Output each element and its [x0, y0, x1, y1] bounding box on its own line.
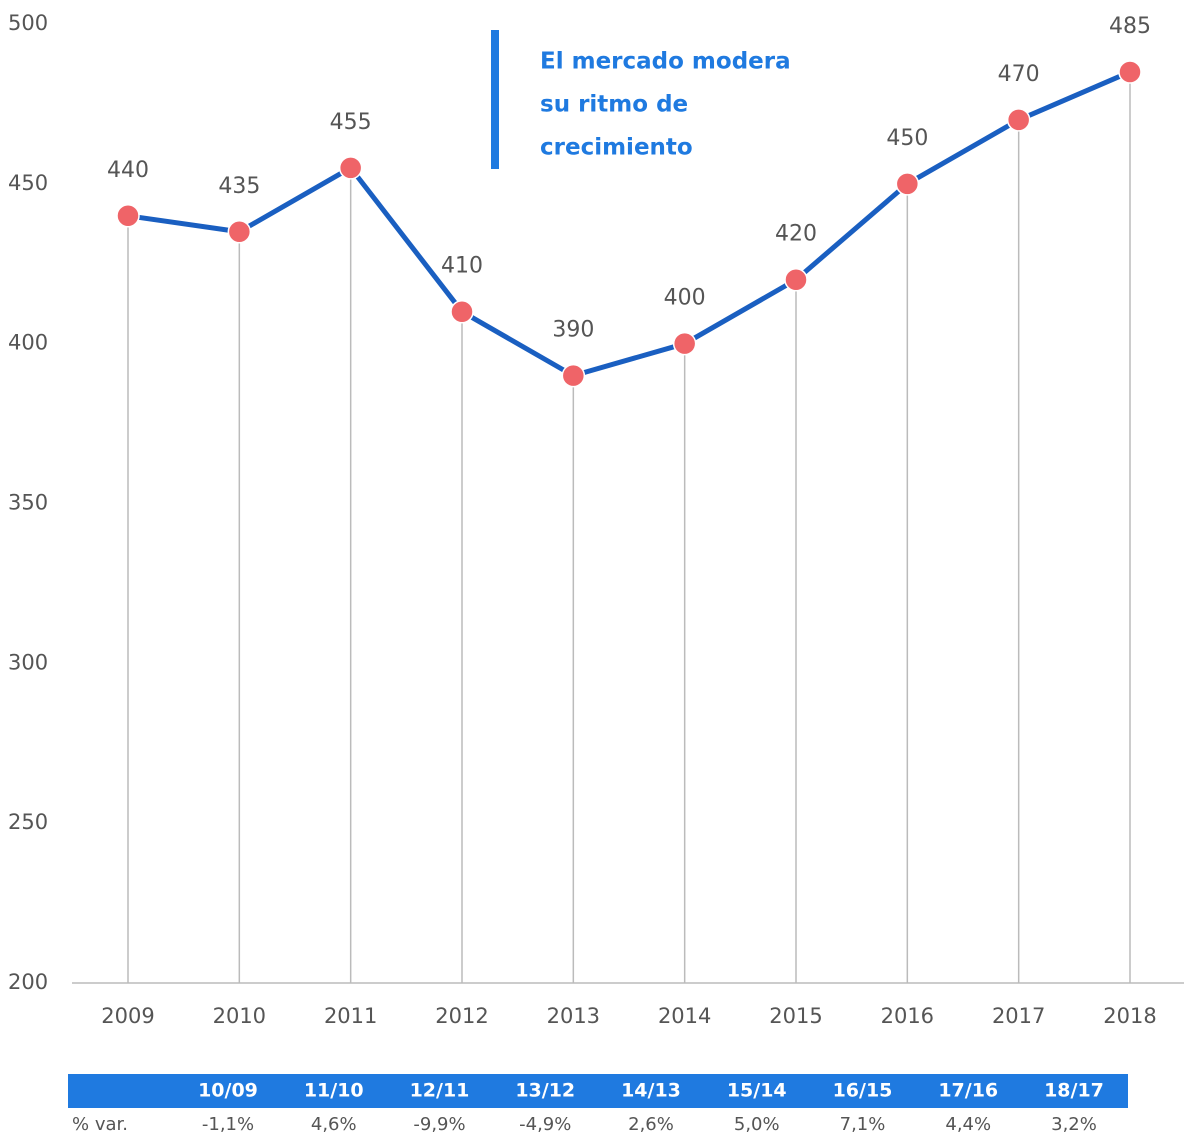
annotation: crecimiento — [540, 135, 693, 161]
y-tick-label: 300 — [8, 650, 48, 674]
marker — [227, 220, 252, 244]
table-cell: 2,6% — [628, 1114, 674, 1135]
table-header: 16/15 — [833, 1080, 893, 1102]
annotation: El mercado modera — [540, 49, 791, 75]
table-cell: -9,9% — [413, 1114, 465, 1135]
x-tick-label: 2015 — [769, 1004, 822, 1028]
table-header: 11/10 — [304, 1080, 364, 1102]
table-header-bar — [68, 1074, 1128, 1108]
x-tick-label: 2012 — [435, 1004, 488, 1028]
x-tick-label: 2018 — [1103, 1004, 1156, 1028]
marker — [672, 331, 697, 356]
table-header: 13/12 — [515, 1080, 575, 1102]
data-label: 470 — [998, 62, 1040, 87]
data-label: 390 — [552, 318, 594, 343]
line — [127, 69, 1131, 379]
x-tick-label: 2010 — [213, 1004, 266, 1028]
marker — [895, 172, 920, 196]
x-tick-label: 2011 — [324, 1004, 377, 1028]
data-label: 400 — [664, 286, 706, 311]
marker — [1006, 108, 1031, 132]
table-cell: 4,4% — [945, 1114, 991, 1135]
table-row-label: % var. — [72, 1114, 128, 1135]
marker — [450, 299, 474, 324]
data-label: 485 — [1109, 14, 1151, 39]
marker — [561, 363, 586, 388]
table-header: 10/09 — [198, 1080, 258, 1102]
table-cell: 3,2% — [1051, 1114, 1097, 1135]
table-header: 18/17 — [1044, 1080, 1104, 1102]
table-cell: 5,0% — [734, 1114, 780, 1135]
x-tick-label: 2009 — [101, 1004, 154, 1028]
table-header: 15/14 — [727, 1080, 787, 1102]
data-label: 450 — [886, 126, 928, 151]
data-label: 420 — [775, 222, 817, 247]
table-cell: 7,1% — [840, 1114, 886, 1135]
table-cell: 4,6% — [311, 1114, 357, 1135]
y-tick-label: 200 — [8, 970, 48, 994]
data-label: 455 — [330, 110, 372, 135]
data-label: 435 — [218, 174, 260, 199]
x-tick-label: 2017 — [992, 1004, 1045, 1028]
x-tick-label: 2013 — [547, 1004, 600, 1028]
x-tick-label: 2016 — [881, 1004, 934, 1028]
y-tick-label: 400 — [8, 331, 48, 355]
annotation-bar — [491, 30, 499, 169]
data-label: 410 — [441, 254, 483, 279]
y-tick-label: 350 — [8, 491, 48, 515]
y-tick-label: 450 — [8, 171, 48, 195]
x-tick-label: 2014 — [658, 1004, 711, 1028]
data-label: 440 — [107, 158, 149, 183]
marker — [116, 204, 140, 228]
table-header: 14/13 — [621, 1080, 681, 1102]
y-tick-label: 500 — [8, 11, 48, 35]
marker — [1118, 60, 1142, 84]
annotation: su ritmo de — [540, 92, 688, 118]
table-cell: -4,9% — [519, 1114, 571, 1135]
table-cell: -1,1% — [202, 1114, 254, 1135]
table-header: 17/16 — [938, 1080, 998, 1102]
marker — [784, 267, 808, 292]
table-header: 12/11 — [410, 1080, 470, 1102]
marker — [338, 156, 363, 180]
y-tick-label: 250 — [8, 810, 48, 834]
